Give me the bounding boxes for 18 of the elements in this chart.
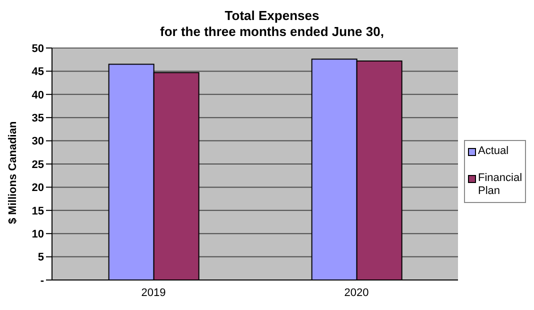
y-tick-label: 5 (38, 252, 44, 264)
legend-label: Actual (478, 144, 509, 158)
x-tick-label: 2020 (344, 286, 369, 299)
y-tick-label: 30 (32, 136, 44, 148)
x-tick-label: 2019 (141, 286, 166, 299)
y-tick-label: - (40, 274, 44, 287)
y-tick-label: 25 (32, 158, 44, 171)
chart-title: Total Expenses (224, 8, 320, 24)
y-tick-label: 20 (32, 182, 44, 194)
legend-label: Financial Plan (478, 172, 522, 198)
y-tick-label: 35 (32, 112, 44, 125)
y-tick-label: 10 (32, 228, 44, 241)
y-axis-title: $ Millions Canadian (6, 121, 19, 224)
y-tick-label: 40 (32, 89, 44, 102)
chart-subtitle: for the three months ended June 30, (159, 24, 385, 40)
y-tick-label: 45 (32, 66, 44, 78)
y-tick-label: 50 (32, 42, 44, 55)
y-tick-label: 15 (32, 205, 44, 218)
